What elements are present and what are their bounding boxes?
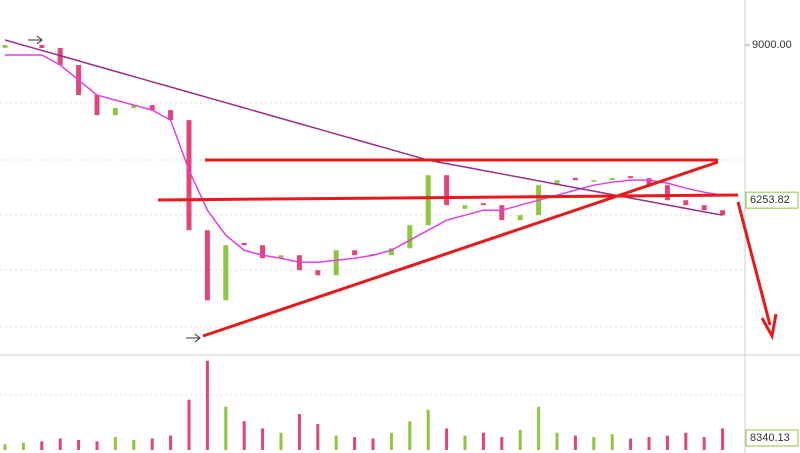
- annotations: [157, 158, 778, 341]
- volume-bar: [463, 435, 467, 450]
- candle-body: [39, 45, 45, 49]
- markers: [28, 35, 201, 343]
- candle-body: [186, 120, 192, 231]
- arrow-shaft: [736, 201, 772, 326]
- candle-body: [333, 250, 339, 276]
- volume-bar: [261, 428, 265, 450]
- candle-body: [223, 245, 229, 301]
- volume-bar: [353, 437, 357, 450]
- trend-line: [202, 160, 719, 338]
- candle-body: [720, 210, 726, 216]
- candle-body: [664, 185, 670, 201]
- candle-body: [168, 110, 174, 121]
- candle-body: [646, 178, 652, 186]
- candle-body: [407, 225, 413, 249]
- candle-body: [683, 200, 689, 206]
- volume-bar: [21, 442, 25, 450]
- candle-body: [204, 230, 210, 301]
- volume-bar: [3, 444, 7, 450]
- volume-bar: [426, 409, 430, 450]
- marker-arrow: [28, 35, 43, 45]
- last-price-label: 6253.82: [750, 194, 790, 206]
- volume-bar: [132, 439, 136, 450]
- volume-bar: [537, 406, 541, 450]
- volume-bar: [242, 421, 246, 450]
- volume-bar: [150, 438, 154, 450]
- volume-bar: [629, 438, 633, 450]
- candle-body: [480, 203, 486, 206]
- volume-bar: [573, 435, 577, 450]
- candle-body: [352, 250, 358, 256]
- volume-bar: [371, 438, 375, 450]
- candle-body: [462, 205, 468, 209]
- candle-body: [315, 270, 321, 276]
- candle-body: [609, 178, 615, 181]
- plot: 9000.00 8340.13 6253.82: [2, 39, 799, 450]
- volume-bar: [169, 435, 173, 450]
- volume-bar: [610, 434, 614, 450]
- ma-line: [4, 39, 723, 216]
- volume-bar: [592, 437, 596, 450]
- candle-body: [499, 205, 505, 221]
- arrow-head: [760, 313, 778, 341]
- grid: [0, 102, 745, 396]
- volume-bar: [316, 424, 320, 450]
- candle-body: [149, 105, 155, 111]
- volume-bar: [665, 435, 669, 450]
- candle-body: [701, 205, 707, 211]
- volume-bar: [334, 435, 338, 450]
- candle-body: [554, 180, 560, 186]
- volume-bar: [500, 437, 504, 450]
- volume-bar: [113, 437, 117, 450]
- marker-arrow: [186, 333, 201, 343]
- y-tick-label: 9000.00: [752, 39, 792, 51]
- ma-line: [5, 54, 723, 263]
- candle-body: [241, 242, 247, 246]
- y2-tick-box: [745, 429, 799, 447]
- volume-bar: [187, 399, 191, 450]
- volume-bar: [40, 441, 44, 450]
- volume-bar: [58, 438, 62, 450]
- candle-body: [112, 108, 118, 116]
- volume-bar: [297, 414, 301, 450]
- volume-bar: [279, 432, 283, 450]
- candle-body: [260, 245, 266, 259]
- candle-body: [278, 255, 284, 259]
- candle-body: [591, 180, 597, 182]
- volume-bar: [205, 360, 209, 450]
- volume-bar: [721, 428, 725, 450]
- y2-tick-label: 8340.13: [750, 432, 790, 444]
- last-price-box: [745, 191, 799, 209]
- volume-bar: [224, 406, 228, 450]
- candle-body: [444, 175, 450, 206]
- volume-bar: [481, 432, 485, 450]
- candle-body: [57, 48, 63, 66]
- volume-bar: [647, 437, 651, 450]
- support-line: [157, 193, 739, 202]
- volume-bar: [408, 421, 412, 450]
- volume-bar: [555, 432, 559, 450]
- candle-body: [517, 215, 523, 221]
- volume-bar: [702, 437, 706, 450]
- volume-bar: [518, 429, 522, 450]
- volume-bar: [389, 432, 393, 450]
- candle-body: [425, 175, 431, 226]
- volume-bar: [95, 441, 99, 450]
- candle-body: [628, 176, 634, 179]
- candle-body: [131, 105, 137, 109]
- candle-body: [388, 248, 394, 256]
- volume-bar: [445, 428, 449, 450]
- volume-bar: [684, 432, 688, 450]
- candle-body: [94, 95, 100, 116]
- candle-body: [572, 177, 578, 181]
- volume-bar: [77, 439, 81, 450]
- candle-body: [2, 45, 8, 48]
